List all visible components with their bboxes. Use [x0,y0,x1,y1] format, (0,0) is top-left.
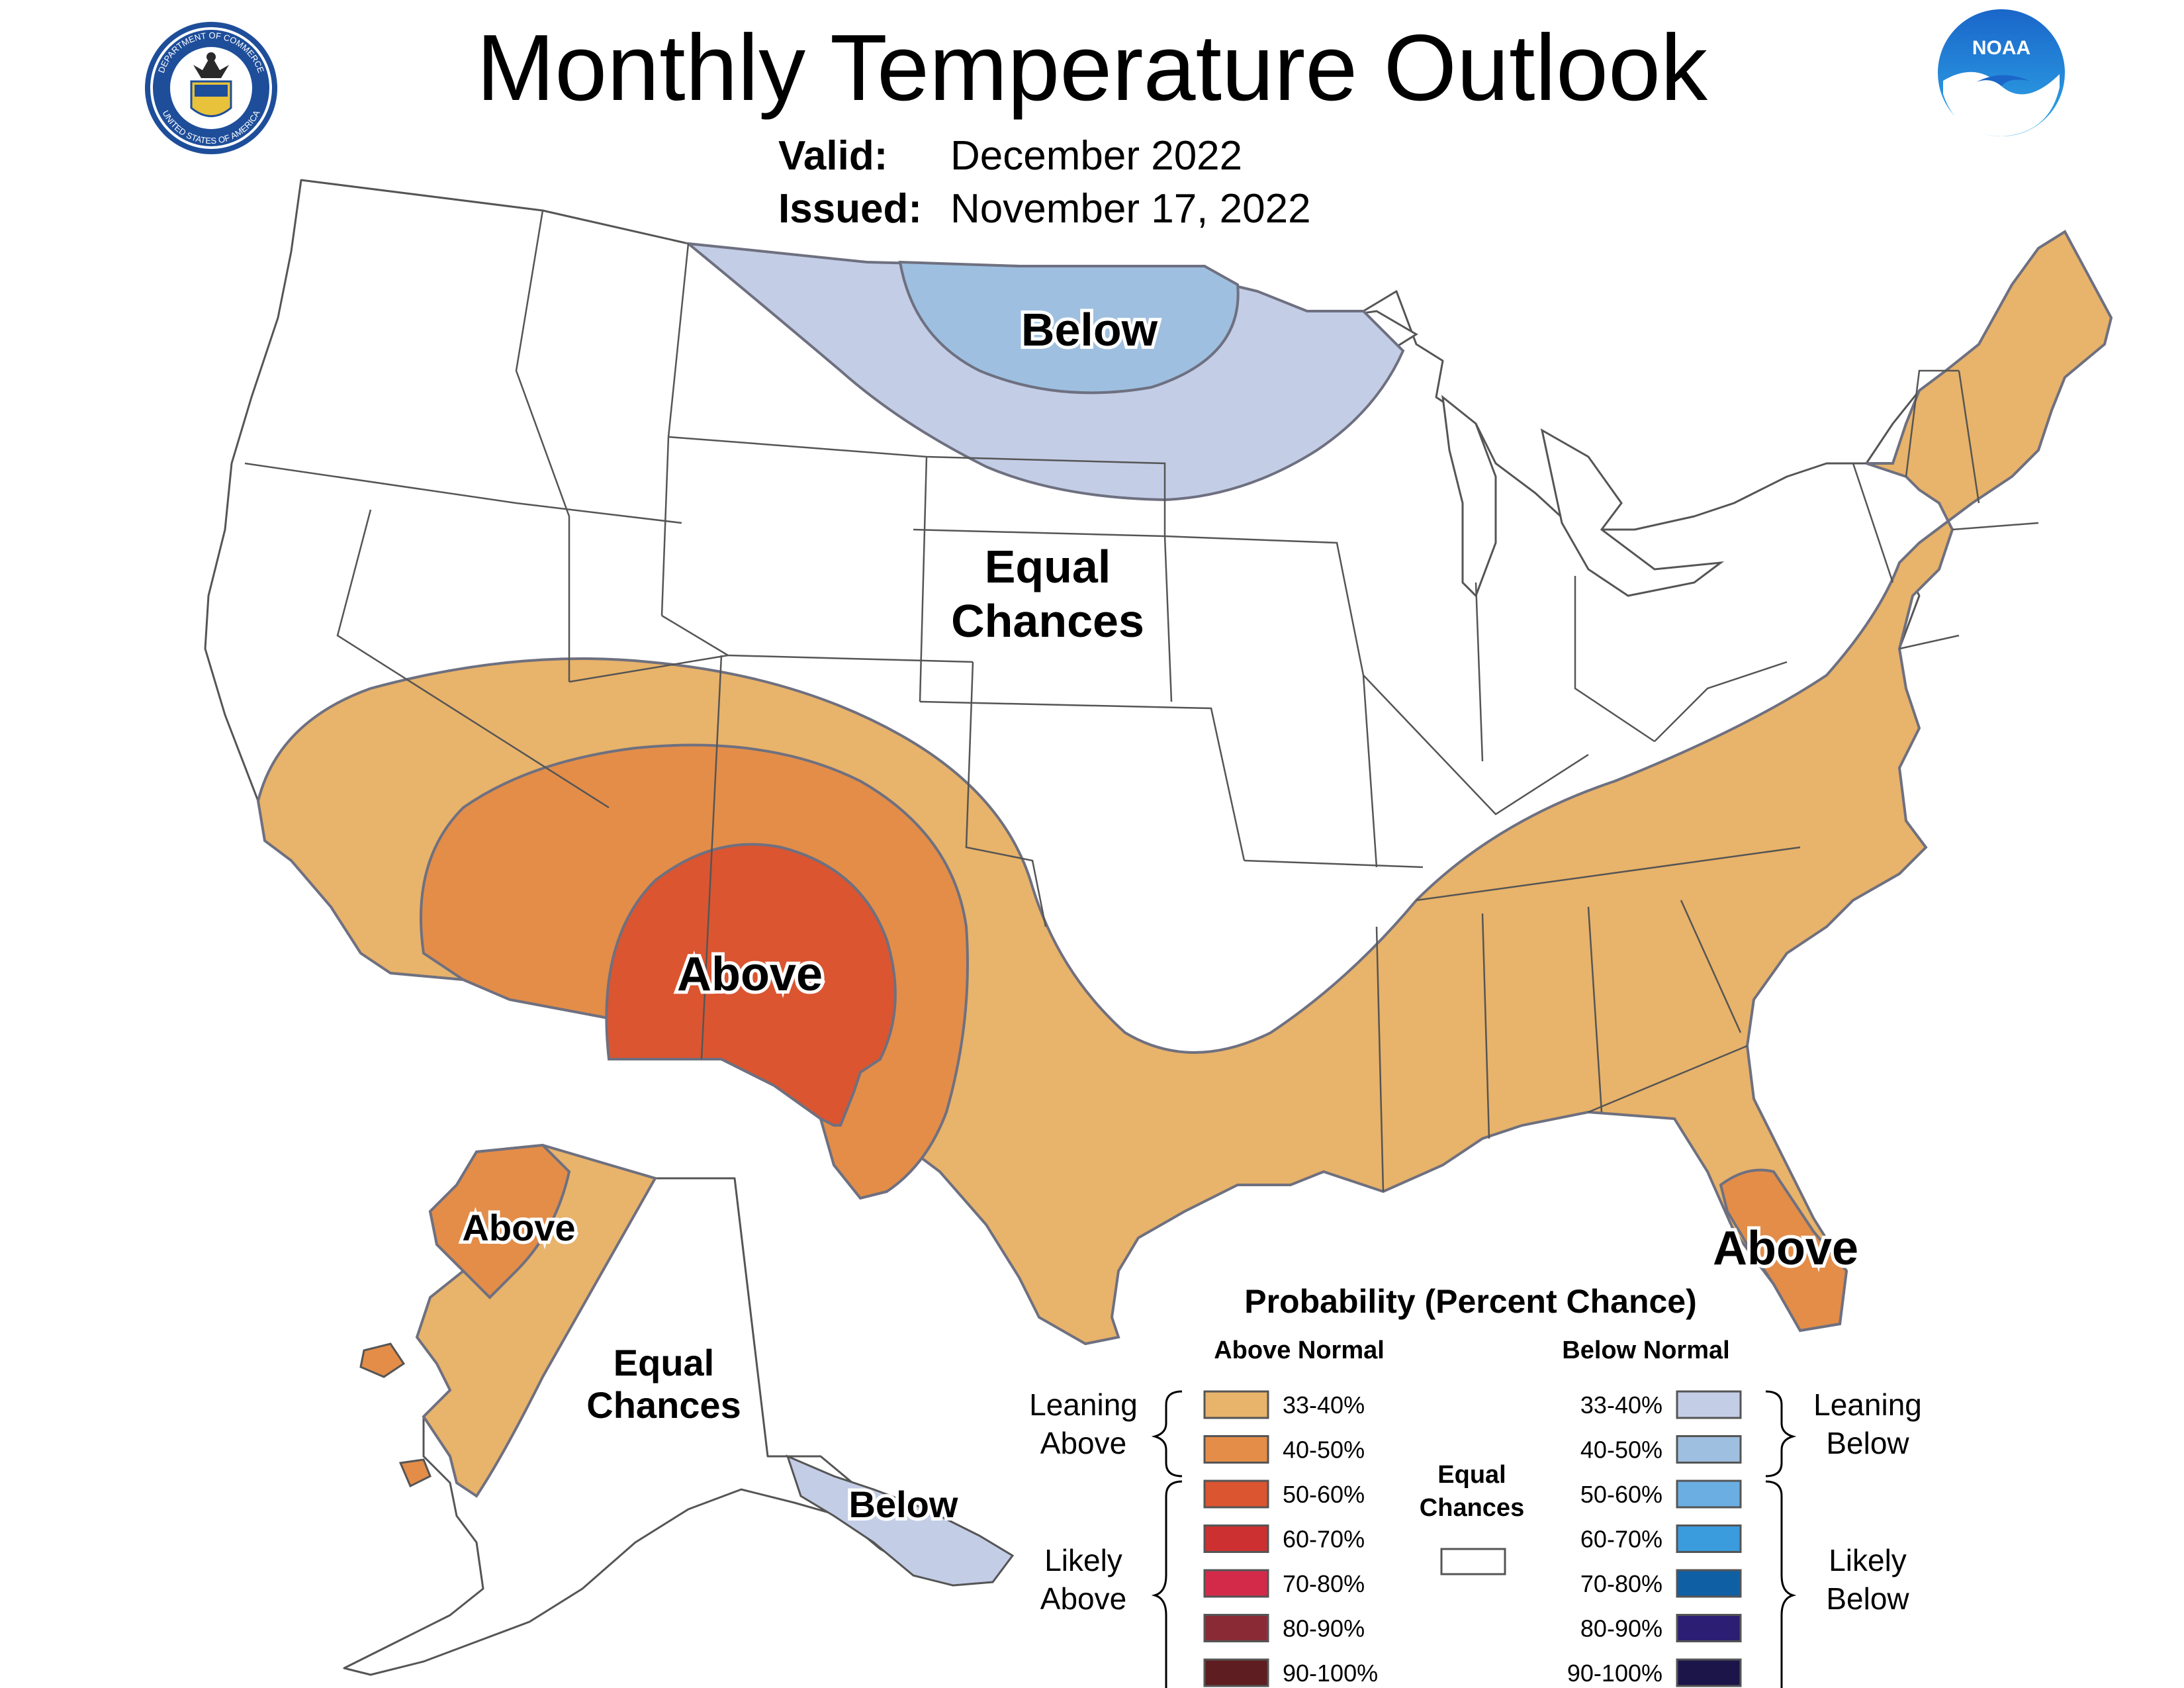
alaska-equal-label-1: Equal [614,1342,714,1383]
legend-below-label-6: 90-100% [1567,1660,1662,1687]
legend-above-swatch-1 [1205,1436,1268,1463]
legend-above-label-4: 70-80% [1283,1570,1365,1597]
likely-below-text-2: Below [1826,1581,1909,1616]
legend-below-swatches: 33-40% 40-50% 50-60% 60-70% 70-80% 80-90% 90-1… [1567,1391,1741,1687]
legend-below-swatch-2 [1677,1481,1741,1507]
legend-above-swatch-0 [1205,1391,1268,1418]
legend-below-header: Below Normal [1562,1336,1729,1364]
leaning-below-text-1: Leaning [1813,1387,1922,1422]
leaning-above-text-1: Leaning [1029,1387,1138,1422]
legend-title: Probability (Percent Chance) [1244,1283,1697,1320]
legend-equal-swatch [1441,1549,1505,1574]
likely-above-text-1: Likely [1044,1543,1122,1577]
leaning-above-brace [1155,1391,1182,1476]
leaning-below-text-2: Below [1826,1426,1909,1460]
legend-above-label-2: 50-60% [1283,1481,1365,1508]
legend-below-label-2: 50-60% [1580,1481,1662,1508]
legend-above-swatch-6 [1205,1660,1268,1686]
legend-below-label-5: 80-90% [1580,1615,1662,1642]
legend-below-label-0: 33-40% [1580,1391,1662,1419]
legend-above-label-3: 60-70% [1283,1526,1365,1553]
likely-below-brace [1766,1481,1793,1688]
leaning-above-text-2: Above [1040,1426,1126,1460]
legend-below-label-1: 40-50% [1580,1436,1662,1464]
legend-above-label-5: 80-90% [1283,1615,1365,1642]
alaska-island-above [361,1344,404,1377]
legend-below-swatch-5 [1677,1615,1741,1642]
legend-below-swatch-0 [1677,1391,1741,1418]
legend-above-label-6: 90-100% [1283,1660,1378,1687]
legend-above-swatch-5 [1205,1615,1268,1642]
alaska-above-label: Above [462,1207,575,1248]
legend-above-label-1: 40-50% [1283,1436,1365,1464]
florida-above-label: Above [1713,1222,1858,1275]
legend: Probability (Percent Chance) Above Norma… [1029,1283,1922,1688]
alaska-equal-label-2: Chances [586,1384,741,1426]
likely-above-text-2: Above [1040,1581,1126,1616]
alaska-below-label: Below [849,1483,958,1525]
legend-above-swatches: 33-40% 40-50% 50-60% 60-70% 70-80% 80-90% 90-1… [1205,1391,1378,1687]
likely-above-brace [1155,1481,1182,1688]
legend-below-label-3: 60-70% [1580,1526,1662,1553]
likely-below-text-1: Likely [1829,1543,1907,1577]
legend-above-header: Above Normal [1214,1336,1385,1364]
conus-below-label: Below [1021,304,1158,355]
conus-equal-label-1: Equal [985,541,1111,592]
legend-above-label-0: 33-40% [1283,1391,1365,1419]
legend-below-label-4: 70-80% [1580,1570,1662,1597]
legend-equal-text-2: Chances [1420,1494,1524,1522]
legend-below-swatch-1 [1677,1436,1741,1463]
legend-above-swatch-4 [1205,1570,1268,1597]
legend-below-swatch-3 [1677,1526,1741,1552]
leaning-below-brace [1766,1391,1793,1476]
conus-above-label: Above [677,948,823,1001]
legend-above-swatch-2 [1205,1481,1268,1507]
legend-above-swatch-3 [1205,1526,1268,1552]
conus-equal-label-2: Chances [951,595,1144,647]
legend-below-swatch-6 [1677,1660,1741,1686]
alaska-island-above-2 [400,1460,430,1486]
legend-equal-text-1: Equal [1437,1461,1506,1489]
legend-below-swatch-4 [1677,1570,1741,1597]
